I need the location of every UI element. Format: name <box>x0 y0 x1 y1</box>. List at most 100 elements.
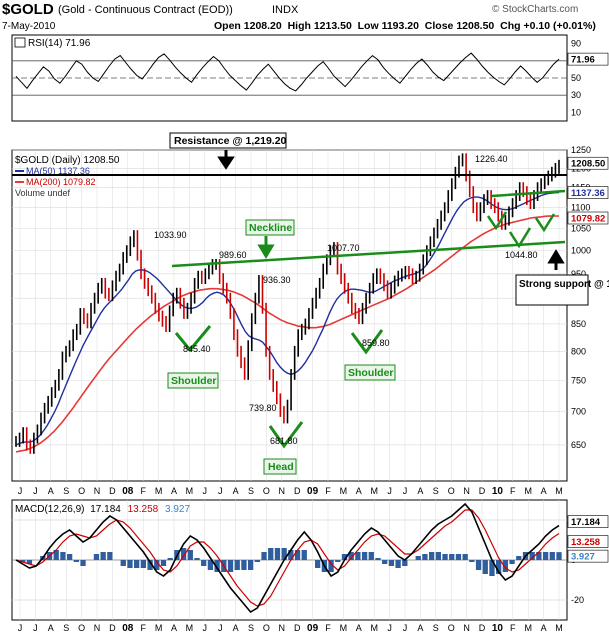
close-label: Close <box>424 20 454 32</box>
x-tick-label: J <box>387 486 392 496</box>
price-tick-label: 650 <box>571 440 586 450</box>
macd-histogram-bar <box>542 552 549 560</box>
ma200-badge-text: 1079.82 <box>571 213 605 224</box>
macd-histogram-bar <box>442 554 448 560</box>
macd-x-tick-label: S <box>248 623 254 633</box>
macd-histogram-bar <box>180 548 187 560</box>
quote-date: 7-May-2010 <box>2 21 56 32</box>
x-tick-label: M <box>524 486 532 496</box>
rsi-tick-label: 50 <box>571 73 581 83</box>
price-tick-label: 700 <box>571 406 586 416</box>
macd-x-tick-label: A <box>171 623 177 633</box>
close-price-badge-text: 1208.50 <box>571 159 605 170</box>
macd-histogram-bar <box>154 560 160 570</box>
price-label: 739.80 <box>249 403 277 413</box>
macd-x-tick-label: D <box>109 623 116 633</box>
macd-histogram-bar <box>140 560 147 568</box>
macd-histogram-bar <box>281 548 287 560</box>
left-shoulder-annotation: Shoulder <box>167 325 219 389</box>
x-tick-label: N <box>279 486 286 496</box>
x-tick-label: D <box>479 486 486 496</box>
macd-histogram-bar <box>402 560 408 566</box>
rsi-tick-label: 90 <box>571 39 581 49</box>
macd-x-tick-label: 08 <box>122 623 134 633</box>
macd-histogram-bar <box>207 560 214 570</box>
close-value: 1208.50 <box>456 20 495 32</box>
x-tick-label: J <box>33 486 38 496</box>
head-check-icon <box>268 421 304 449</box>
price-tick-label: 1000 <box>571 246 591 256</box>
price-legend: $GOLD (Daily) 1208.50 MA(50) 1137.36 MA(… <box>15 155 120 198</box>
x-tick-label: F <box>510 486 516 496</box>
macd-histogram-bar <box>455 554 462 560</box>
price-label: 1044.80 <box>505 250 538 260</box>
signal-line <box>15 509 560 607</box>
macd-histogram-bar <box>475 560 482 570</box>
macd-x-tick-label: D <box>294 623 301 633</box>
macd-histogram-bar <box>288 550 294 560</box>
right-shoulder-check-icon <box>350 329 384 355</box>
macd-histogram-bar <box>375 558 381 560</box>
macd-badge: 17.184 <box>567 515 609 528</box>
x-tick-label: J <box>218 486 223 496</box>
x-tick-label: O <box>78 486 85 496</box>
open-label: Open <box>214 20 241 32</box>
macd-histogram-bar <box>395 560 401 568</box>
right-shoulder-label: Shoulder <box>348 367 394 379</box>
low-label: Low <box>357 20 379 32</box>
support-arrow-icon <box>547 249 565 270</box>
recent-check-icon-1 <box>486 211 508 231</box>
price-label: 936.30 <box>263 275 291 285</box>
macd-x-tick-label: M <box>186 623 194 633</box>
macd-histogram-bar <box>93 554 100 560</box>
x-tick-label: S <box>63 486 69 496</box>
price-label: 989.60 <box>219 250 247 260</box>
macd-badge-text: 17.184 <box>571 517 601 528</box>
signal-badge-text: 13.258 <box>571 537 600 548</box>
neckline-annotation: Neckline <box>171 219 566 268</box>
quote-row: Open 1208.20 High 1213.50 Low 1193.20 Cl… <box>214 20 596 32</box>
price-title: $GOLD (Daily) 1208.50 <box>15 155 120 166</box>
macd-x-tick-label: A <box>48 623 54 633</box>
macd-x-tick-label: D <box>479 623 486 633</box>
macd-x-tick-label: M <box>524 623 532 633</box>
macd-histogram-bar <box>274 548 281 560</box>
macd-histogram-bar <box>435 552 441 560</box>
macd-x-tick-label: J <box>387 623 392 633</box>
macd-x-tick-label: A <box>233 623 239 633</box>
value-badges: 71.96 1208.50 1137.36 1079.82 17.184 13.258 3.… <box>567 52 609 563</box>
macd-histogram-bar <box>516 556 522 560</box>
legend-volume: Volume undef <box>15 188 71 198</box>
macd-histogram-bar <box>187 550 193 560</box>
macd-histogram-bar <box>241 560 247 570</box>
x-tick-label: S <box>248 486 254 496</box>
chg-label: Chg <box>500 20 521 32</box>
macd-value: 17.184 <box>90 504 121 515</box>
macd-title: MACD(12,26,9) <box>15 504 84 515</box>
chg-value: +0.10 (+0.01%) <box>523 20 596 32</box>
macd-histogram-bar <box>315 560 321 568</box>
price-label: 859.80 <box>362 338 390 348</box>
support-label-line1: Strong support @ 1,148.70 <box>519 279 609 290</box>
support-label: Strong support @ 1,148.70 <box>519 279 609 290</box>
macd-histogram-bar <box>234 560 240 570</box>
macd-histogram-bar <box>536 552 542 560</box>
x-tick-label: A <box>171 486 177 496</box>
macd-histogram-bar <box>388 560 395 566</box>
rsi-line <box>15 52 560 92</box>
support-annotation: Strong support @ 1,148.70 <box>515 249 609 306</box>
macd-histogram-bar <box>469 560 475 562</box>
open-value: 1208.20 <box>243 20 282 32</box>
neckline-label: Neckline <box>249 222 292 234</box>
close-price-badge: 1208.50 <box>567 156 609 170</box>
macd-histogram-bar <box>53 550 59 560</box>
macd-x-tick-label: F <box>140 623 146 633</box>
macd-histogram-bar <box>127 560 133 568</box>
macd-histogram-bar <box>167 558 173 560</box>
macd-x-tick-label: J <box>203 623 208 633</box>
macd-x-tick-label: N <box>463 623 470 633</box>
ma50-line <box>15 191 560 446</box>
macd-histogram-bar <box>549 552 555 560</box>
macd-histogram-bar <box>120 560 126 566</box>
